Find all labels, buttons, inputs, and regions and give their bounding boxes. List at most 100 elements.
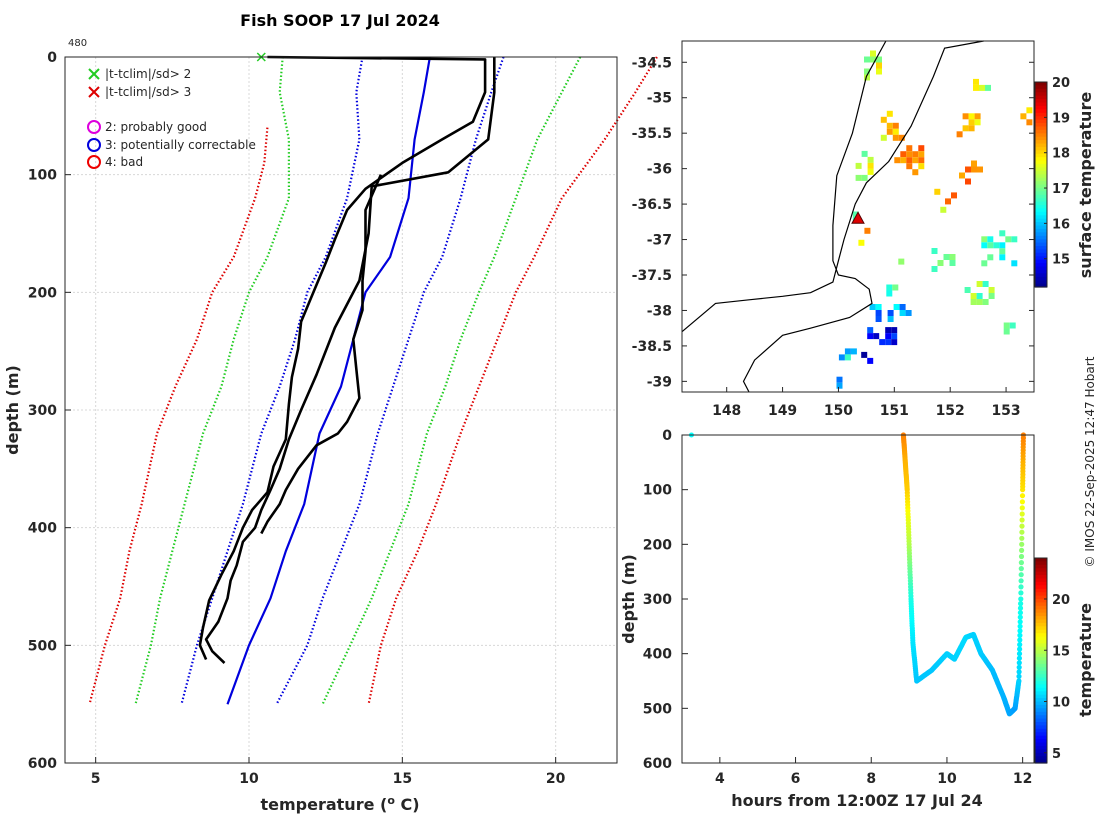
colorbar-step [1035, 146, 1047, 151]
sst-pixel [988, 287, 995, 293]
colorbar-tick-label: 19 [1052, 111, 1070, 126]
colorbar-step [1035, 646, 1047, 651]
track-point [1016, 673, 1022, 680]
track-ticks: 4 6 8 10 12 0 100 200 300 400 500 600 [643, 428, 1033, 787]
colorbar-step [1035, 749, 1047, 754]
sst-pixel [945, 198, 951, 205]
colorbar-tick-label: 15 [1052, 644, 1070, 659]
track-point [1018, 590, 1024, 596]
sst-pixel [876, 56, 882, 63]
colorbar-step [1035, 198, 1047, 203]
colorbar-step [1035, 276, 1047, 281]
colorbar-step [1035, 191, 1047, 196]
colorbar-step [1035, 660, 1047, 665]
hour-tick-label: 10 [937, 771, 957, 787]
sst-pixel [864, 74, 870, 81]
sst-pixel [1026, 119, 1033, 126]
sst-pixel [973, 78, 979, 85]
colorbar-step [1035, 650, 1047, 655]
track-point [1016, 660, 1022, 666]
sst-pixel [979, 84, 985, 91]
sst-pixel [964, 287, 971, 293]
colorbar-step [1035, 157, 1047, 162]
sst-pixel [999, 242, 1006, 249]
colorbar-step [1035, 722, 1047, 727]
sst-pixel [836, 382, 843, 389]
sst-pixel [836, 376, 843, 383]
colorbar-step [1035, 112, 1047, 117]
hour-tick-label: 4 [715, 771, 725, 787]
track-point [1017, 610, 1024, 616]
track-point [1017, 632, 1023, 639]
sst-map: 148 149 150 151 152 153 -34.5 -35 -35.5 -36 -36.5 -… [632, 40, 1095, 419]
sst-pixel [993, 242, 1000, 249]
sst-pixel [976, 299, 983, 305]
legend-circle-marker [87, 120, 101, 134]
lat-tick-label: -35 [647, 91, 672, 107]
colorbar-frame [1034, 81, 1048, 288]
hour-tick-label: 8 [866, 771, 876, 787]
sst-pixel [1005, 236, 1012, 243]
sst-pixel [892, 122, 899, 129]
colorbar-step [1035, 164, 1047, 169]
colorbar-step [1035, 694, 1047, 699]
colorbar-step [1035, 756, 1047, 761]
hour-tick-label: 6 [791, 771, 801, 787]
sst-pixel [985, 84, 991, 91]
track-point [1017, 646, 1023, 652]
sst-pixel [965, 166, 971, 173]
track-point [1016, 651, 1023, 657]
sst-pixel [943, 254, 950, 260]
sst-pixel [1026, 107, 1033, 114]
track-point [1019, 505, 1025, 511]
sst-pixel [906, 145, 913, 152]
colorbar-step [1035, 684, 1047, 689]
sst-pixel [887, 316, 894, 322]
colorbar-step [1035, 119, 1047, 124]
sst-pixel [976, 281, 983, 287]
colorbar-step [1035, 153, 1047, 158]
sst-pixel [931, 248, 938, 254]
series-mean-3-sd [134, 56, 290, 705]
sst-pixel [951, 192, 957, 199]
colorbar-step [1035, 211, 1047, 216]
sst-pixel [965, 178, 971, 185]
track-point [1016, 669, 1022, 675]
colorbar-tick-label: 18 [1052, 147, 1070, 162]
series-mean-4-sd [367, 56, 658, 705]
colorbar-step [1035, 704, 1047, 709]
profile-lines [88, 52, 658, 705]
colorbar-step [1035, 136, 1047, 141]
colorbar-step [1035, 599, 1047, 604]
colorbar-step [1035, 116, 1047, 121]
x-tick-label: 10 [239, 771, 259, 787]
colorbar-step [1035, 739, 1047, 744]
colorbar-step [1035, 581, 1047, 586]
colorbar-step [1035, 663, 1047, 668]
colorbar-step [1035, 249, 1047, 254]
colorbar-step [1035, 708, 1047, 713]
colorbar-step [1035, 561, 1047, 566]
sst-pixel [875, 310, 882, 316]
colorbar-step [1035, 609, 1047, 614]
sst-pixel [959, 172, 965, 179]
colorbar-step [1035, 691, 1047, 696]
sst-pixel [976, 293, 983, 299]
track-point [1019, 511, 1025, 517]
track-point [1019, 517, 1025, 523]
colorbar-step [1035, 718, 1047, 723]
track-point [1016, 655, 1023, 661]
colorbar-step [1035, 622, 1047, 627]
sst-pixel [886, 122, 893, 129]
track-point [1018, 572, 1024, 578]
x-label-end: C) [395, 795, 420, 814]
colorbar-step [1035, 218, 1047, 223]
lat-tick-label: -38 [647, 303, 672, 319]
colorbar-step [1035, 568, 1047, 573]
lat-tick-label: -38.5 [632, 339, 672, 355]
lat-tick-label: -35.5 [632, 126, 672, 142]
chart-title: Fish SOOP 17 Jul 2024 [240, 11, 440, 30]
lat-tick-label: -36.5 [632, 197, 672, 213]
sst-pixel [886, 128, 893, 135]
